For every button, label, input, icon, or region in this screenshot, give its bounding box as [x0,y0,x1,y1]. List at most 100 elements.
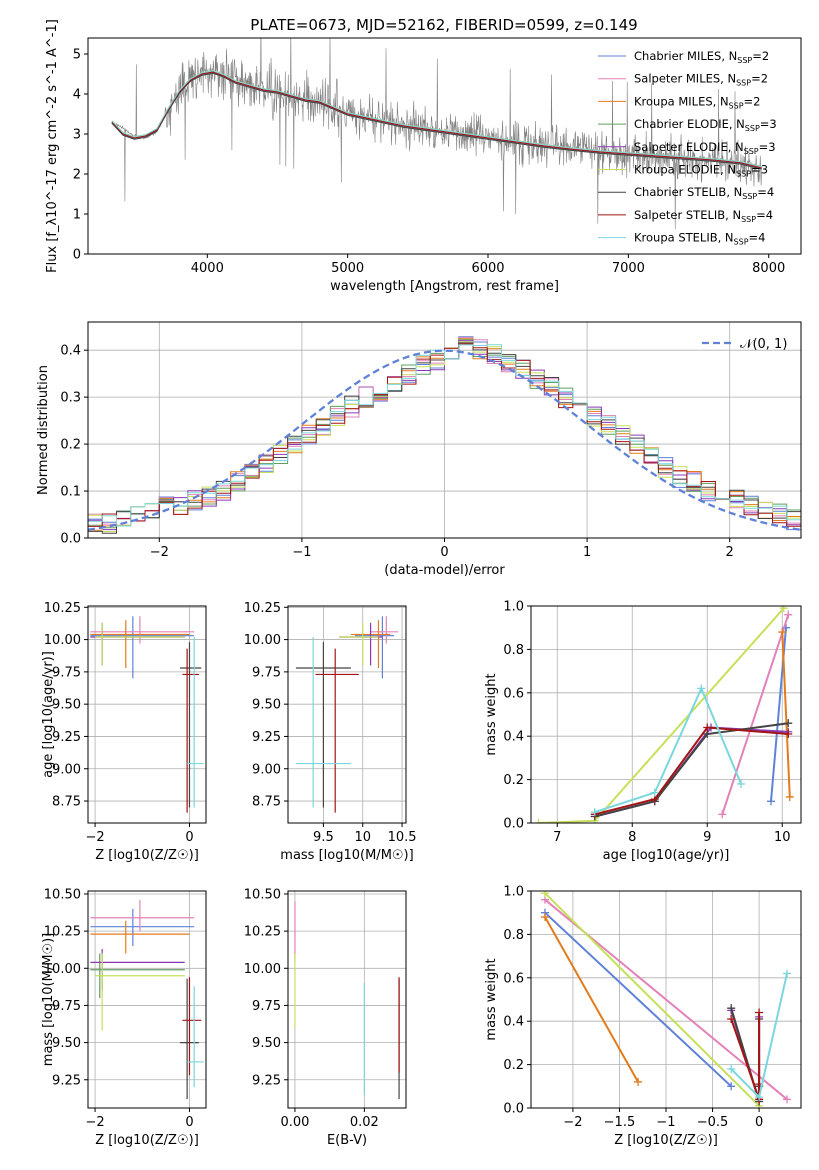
weight-marker [779,606,788,613]
weight-marker [767,797,775,806]
plot-area [295,616,399,813]
weight-marker [703,723,712,732]
legend-label-rest: =2 [751,72,768,86]
y-tick-label: 0.8 [503,928,524,943]
plot-area [540,891,792,1108]
axes-frame [287,605,407,824]
weight-marker [737,779,745,788]
y-tick-label: 10.50 [244,887,281,902]
x-tick-label: 0.02 [350,1115,379,1130]
massweight-vs-age-panel: 7 8 9 10 0.0 0.2 0.4 0.6 0.8 1.0 age [log10(age/yr… [484,600,802,863]
x-tick-label: −1.5 [604,1115,636,1130]
y-tick-label: 10.50 [44,887,81,902]
x-tick-label: 7000 [612,261,645,276]
plot-area [111,38,762,230]
x-axis-label: age [log10(age/yr)] [603,848,730,863]
plot-area [294,901,400,1100]
weight-marker [718,810,727,819]
x-tick-label: 5000 [331,261,364,276]
y-tick-label: 9.00 [52,762,81,777]
y-tick-label: 9.75 [252,665,281,680]
subscript: SSP [737,56,752,65]
y-tick-label: 8.75 [52,795,81,810]
y-tick-label: 9.25 [252,730,281,745]
weight-line [594,726,789,816]
subscript: SSP [741,215,756,224]
x-tick-label: −2 [85,830,104,845]
weight-marker [783,1095,792,1104]
weight-line [730,1012,761,1100]
x-tick-label: −1 [656,1115,675,1130]
legend-label-rest: =2 [744,94,761,108]
x-tick-label: −1 [292,545,311,560]
axes-frame [87,890,207,1109]
age-vs-Z-panel: −2 0 8.75 9.00 9.25 9.50 9.75 10.00 10.25 Z [log1… [41,601,207,863]
legend-label: Salpeter STELIB, NSSP=4 [634,208,773,224]
model-line [111,70,762,168]
y-tick-label: 10.25 [44,925,81,940]
y-tick-label: 2 [73,168,81,183]
x-tick-label: 0 [755,1115,763,1130]
massweight-vs-Z-panel: −2 −1.5 −1 −0.5 0 0.0 0.2 0.4 0.6 0.8 1.0 Z [log10(… [484,885,802,1148]
legend-label: Chabrier ELODIE, NSSP=3 [634,117,777,133]
histogram-steps [88,344,801,527]
weight-marker [784,719,793,728]
x-tick-label: 10 [354,830,371,845]
legend-label-rest: =4 [756,208,773,222]
legend-label: Kroupa MILES, NSSP=2 [634,94,760,110]
legend-label-rest: =4 [749,231,766,245]
y-tick-label: 0.2 [503,773,524,788]
x-axis-label: Z [log10(Z/Z☉)] [95,1133,199,1148]
x-tick-label: 8 [628,830,636,845]
y-tick-label: 1.0 [503,600,524,615]
weight-marker [540,913,549,922]
y-tick-label: 8.75 [252,795,281,810]
subscript: SSP [729,101,744,110]
y-tick-label: 0.4 [60,344,81,359]
weight-line [544,892,760,1107]
y-tick-label: 4 [73,88,81,103]
normal-curve [88,349,801,531]
subscript: SSP [742,192,757,201]
weight-marker [784,730,793,739]
y-tick-label: 9.50 [52,698,81,713]
y-tick-label: 0.0 [503,817,524,832]
axes-frame [287,890,407,1109]
legend-label-rest: =3 [759,140,776,154]
mass-vs-ebv-panel: 0.00 0.02 9.25 9.50 9.75 10.00 10.25 10.50 E(B-V… [244,887,407,1148]
mass-vs-Z-panel: −2 0 9.25 9.50 9.75 10.00 10.25 10.50 Z [log10(Z… [41,887,207,1148]
weight-marker [697,684,706,693]
y-tick-label: 10.00 [244,633,281,648]
x-tick-label: −2 [150,545,169,560]
weight-marker [727,1082,736,1091]
axes-frame [87,321,802,539]
y-tick-label: 0.6 [503,686,524,701]
y-axis-label: age [log10(age/yr)] [41,651,56,778]
x-tick-label: 0.00 [280,1115,309,1130]
weight-line [594,722,789,818]
weight-marker [784,610,793,619]
weight-line [544,916,639,1083]
y-tick-label: 9.50 [252,1036,281,1051]
legend-label-rest: =3 [751,163,768,177]
x-axis-label: Z [log10(Z/Z☉)] [95,848,199,863]
y-tick-label: 10.25 [44,601,81,616]
y-tick-label: 3 [73,128,81,143]
y-tick-label: 0 [73,248,81,263]
subscript: SSP [736,170,751,179]
y-tick-label: 0.0 [60,532,81,547]
x-tick-label: −2 [563,1115,582,1130]
weight-line [594,685,742,814]
y-tick-label: 0.2 [60,438,81,453]
x-tick-label: −0.5 [697,1115,729,1130]
weight-line [721,614,790,815]
weight-marker [727,1064,736,1073]
x-tick-label: 4000 [191,261,224,276]
y-axis-label: Flux [f_λ10^-17 erg cm^-2 s^-1 A^-1] [45,19,60,273]
weight-marker [727,1004,736,1013]
subscript: SSP [736,79,751,88]
plot-area [90,899,204,1100]
y-tick-label: 5 [73,48,81,63]
weight-line [781,631,791,798]
weight-marker [727,1015,736,1024]
